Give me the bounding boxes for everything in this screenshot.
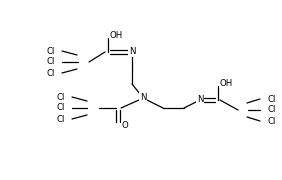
- Text: Cl: Cl: [267, 116, 276, 125]
- Text: Cl: Cl: [267, 105, 276, 114]
- Text: N: N: [129, 48, 135, 57]
- Text: Cl: Cl: [57, 93, 65, 102]
- Text: Cl: Cl: [267, 94, 276, 103]
- Text: OH: OH: [219, 78, 232, 87]
- Text: OH: OH: [109, 30, 122, 39]
- Text: Cl: Cl: [57, 114, 65, 123]
- Text: Cl: Cl: [47, 57, 55, 66]
- Text: Cl: Cl: [47, 46, 55, 55]
- Text: N: N: [140, 93, 146, 102]
- Text: Cl: Cl: [47, 69, 55, 78]
- Text: O: O: [121, 120, 128, 129]
- Text: Cl: Cl: [57, 103, 65, 112]
- Text: N: N: [197, 96, 203, 105]
